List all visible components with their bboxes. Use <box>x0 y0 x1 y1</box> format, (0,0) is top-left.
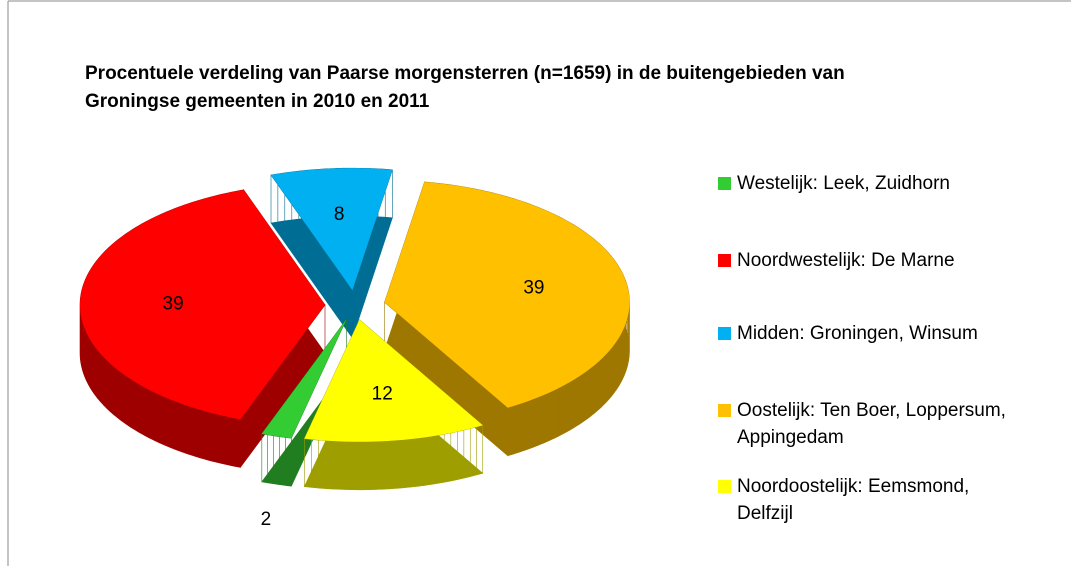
data-label: 12 <box>372 384 393 405</box>
data-label: 39 <box>163 293 184 314</box>
legend-label: Noordoostelijk: Eemsmond, Delfzijl <box>737 476 970 524</box>
slice-group <box>384 181 630 457</box>
legend-label: Westelijk: Leek, Zuidhorn <box>737 173 950 194</box>
legend-label: Noordwestelijk: De Marne <box>737 250 955 271</box>
slice-group <box>79 188 326 469</box>
slice <box>271 168 393 291</box>
chart-title: Procentuele verdeling van Paarse morgens… <box>85 63 845 112</box>
data-label: 39 <box>523 278 544 299</box>
legend-item: Midden: Groningen, Winsum <box>718 320 1018 347</box>
legend-swatch <box>718 254 731 267</box>
slice <box>304 319 483 442</box>
slice <box>384 181 630 408</box>
legend-swatch <box>718 480 731 493</box>
legend-label: Oostelijk: Ten Boer, Loppersum, Appinged… <box>737 400 1006 448</box>
slice <box>80 189 326 420</box>
legend-item: Westelijk: Leek, Zuidhorn <box>718 170 1018 197</box>
legend-swatch <box>718 177 731 190</box>
legend-item: Oostelijk: Ten Boer, Loppersum, Appinged… <box>718 397 1018 451</box>
legend-swatch <box>718 404 731 417</box>
legend-item: Noordoostelijk: Eemsmond, Delfzijl <box>718 473 1018 527</box>
slice-group <box>261 318 347 487</box>
legend-swatch <box>718 327 731 340</box>
slice <box>261 319 347 439</box>
slice-group <box>304 319 484 491</box>
data-label: 8 <box>334 204 345 225</box>
slice-group <box>270 167 393 340</box>
data-label: 2 <box>261 509 272 530</box>
legend-item: Noordwestelijk: De Marne <box>718 247 1018 274</box>
legend-label: Midden: Groningen, Winsum <box>737 323 978 344</box>
